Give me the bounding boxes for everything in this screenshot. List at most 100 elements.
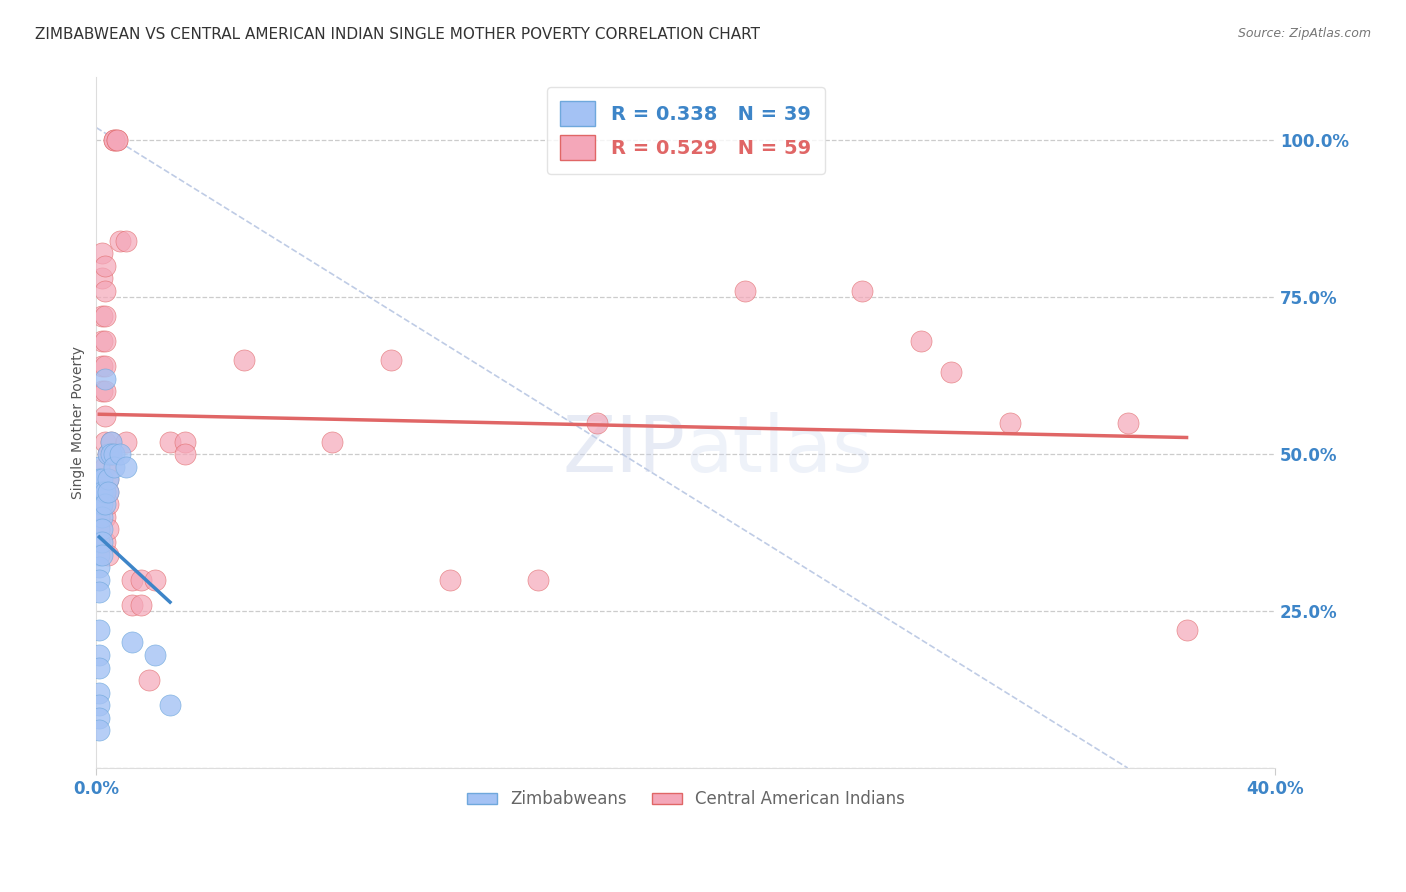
Point xyxy=(121,573,143,587)
Point xyxy=(439,573,461,587)
Point xyxy=(232,352,254,367)
Point xyxy=(734,284,756,298)
Point xyxy=(94,284,117,298)
Point xyxy=(97,447,120,461)
Point xyxy=(998,416,1021,430)
Point xyxy=(94,359,117,374)
Point xyxy=(94,484,117,499)
Point xyxy=(89,459,111,474)
Point xyxy=(380,352,402,367)
Text: Source: ZipAtlas.com: Source: ZipAtlas.com xyxy=(1237,27,1371,40)
Point xyxy=(89,497,111,511)
Point xyxy=(89,509,111,524)
Point xyxy=(129,598,152,612)
Point xyxy=(321,434,343,449)
Point xyxy=(91,309,114,323)
Point xyxy=(91,535,114,549)
Point xyxy=(94,434,117,449)
Point xyxy=(94,259,117,273)
Y-axis label: Single Mother Poverty: Single Mother Poverty xyxy=(72,346,86,500)
Point xyxy=(89,723,111,738)
Point xyxy=(91,384,114,399)
Point xyxy=(94,509,117,524)
Point xyxy=(89,523,111,537)
Point xyxy=(89,711,111,725)
Point xyxy=(103,447,125,461)
Point xyxy=(97,523,120,537)
Point xyxy=(89,472,111,486)
Point xyxy=(94,372,117,386)
Point xyxy=(1175,623,1198,637)
Legend: Zimbabweans, Central American Indians: Zimbabweans, Central American Indians xyxy=(460,783,911,815)
Point xyxy=(89,648,111,662)
Text: ZIMBABWEAN VS CENTRAL AMERICAN INDIAN SINGLE MOTHER POVERTY CORRELATION CHART: ZIMBABWEAN VS CENTRAL AMERICAN INDIAN SI… xyxy=(35,27,761,42)
Point xyxy=(97,484,120,499)
Point xyxy=(143,648,166,662)
Point xyxy=(121,598,143,612)
Point xyxy=(91,472,114,486)
Point xyxy=(89,560,111,574)
Point xyxy=(159,434,181,449)
Point xyxy=(108,447,131,461)
Point xyxy=(91,497,114,511)
Point xyxy=(91,509,114,524)
Point xyxy=(97,548,120,562)
Point xyxy=(1116,416,1139,430)
Point xyxy=(100,434,122,449)
Point xyxy=(97,472,120,486)
Point xyxy=(94,535,117,549)
Point xyxy=(103,133,125,147)
Point xyxy=(159,698,181,713)
Point xyxy=(91,548,114,562)
Point xyxy=(91,334,114,348)
Point xyxy=(114,434,136,449)
Point xyxy=(851,284,873,298)
Point xyxy=(89,573,111,587)
Point xyxy=(97,472,120,486)
Point xyxy=(91,359,114,374)
Point xyxy=(108,234,131,248)
Point xyxy=(94,334,117,348)
Point xyxy=(105,133,128,147)
Point xyxy=(586,416,609,430)
Point xyxy=(138,673,160,687)
Text: atlas: atlas xyxy=(686,412,873,488)
Point xyxy=(97,447,120,461)
Point xyxy=(89,497,111,511)
Point xyxy=(105,133,128,147)
Point xyxy=(173,447,195,461)
Point xyxy=(103,459,125,474)
Point xyxy=(89,535,111,549)
Point xyxy=(129,573,152,587)
Point xyxy=(939,366,962,380)
Point xyxy=(89,548,111,562)
Point xyxy=(100,447,122,461)
Text: ZIP: ZIP xyxy=(562,412,686,488)
Point xyxy=(97,484,120,499)
Point xyxy=(91,523,114,537)
Point xyxy=(114,234,136,248)
Point xyxy=(527,573,550,587)
Point xyxy=(94,309,117,323)
Point xyxy=(89,685,111,699)
Point xyxy=(89,585,111,599)
Point xyxy=(910,334,932,348)
Point xyxy=(97,497,120,511)
Point xyxy=(89,623,111,637)
Point xyxy=(143,573,166,587)
Point xyxy=(89,509,111,524)
Point xyxy=(173,434,195,449)
Point xyxy=(91,271,114,285)
Point xyxy=(94,484,117,499)
Point xyxy=(100,434,122,449)
Point xyxy=(121,635,143,649)
Point xyxy=(89,660,111,674)
Point xyxy=(89,484,111,499)
Point xyxy=(103,133,125,147)
Point xyxy=(89,698,111,713)
Point xyxy=(91,484,114,499)
Point xyxy=(89,523,111,537)
Point xyxy=(114,459,136,474)
Point xyxy=(100,447,122,461)
Point xyxy=(94,409,117,424)
